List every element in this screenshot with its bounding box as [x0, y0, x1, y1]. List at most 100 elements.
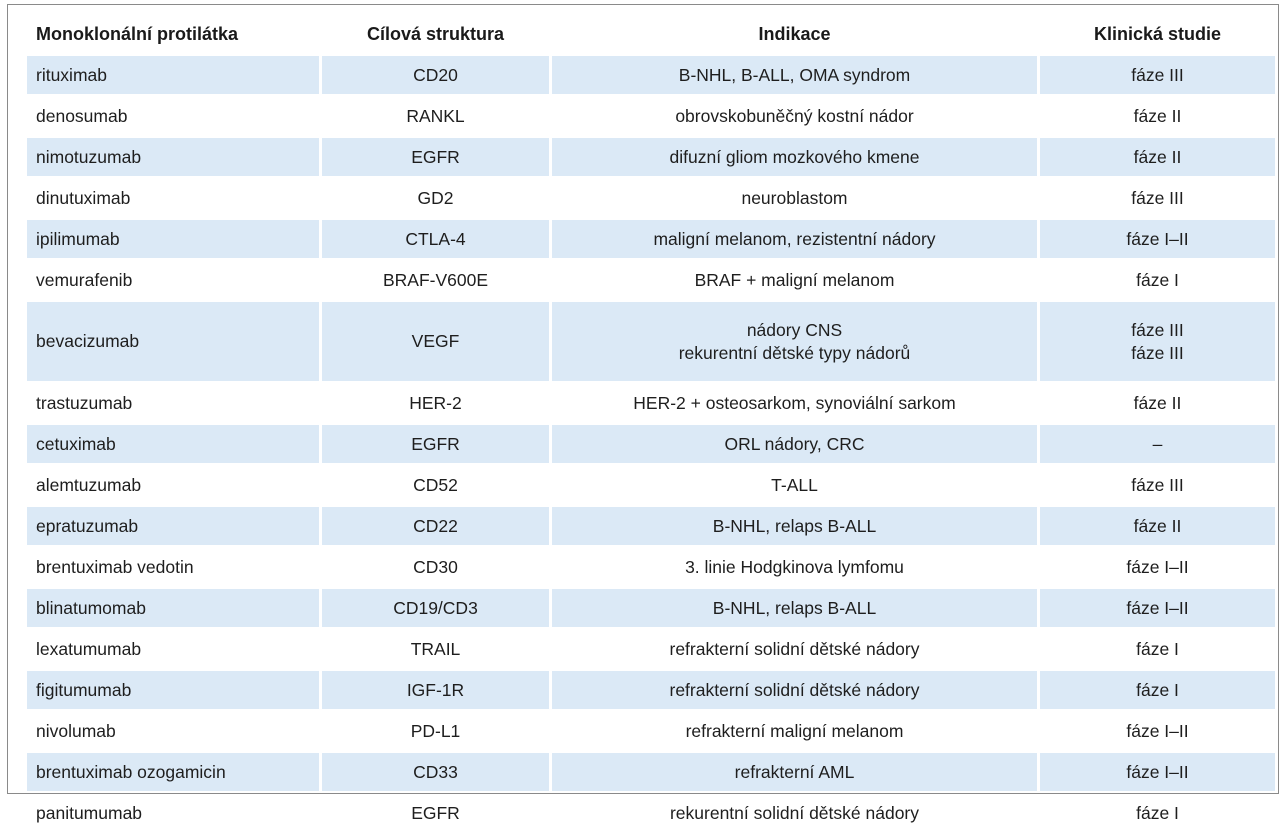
cell-target: CD30: [319, 548, 549, 586]
study-phase: fáze III: [1131, 187, 1184, 208]
cell-antibody: rituximab: [27, 56, 319, 94]
cell-indication: maligní melanom, rezistentní nádory: [549, 220, 1037, 258]
cell-target: GD2: [319, 179, 549, 217]
study-phase: fáze II: [1133, 105, 1182, 126]
target-structure: CD30: [413, 556, 458, 577]
antibody-name: alemtuzumab: [36, 474, 142, 495]
antibody-name: denosumab: [36, 105, 128, 126]
antibody-name: brentuximab vedotin: [36, 556, 194, 577]
target-structure: EGFR: [411, 433, 460, 454]
target-structure: CD20: [413, 64, 458, 85]
cell-study: fáze III: [1037, 56, 1275, 94]
cell-indication: BRAF + maligní melanom: [549, 261, 1037, 299]
indication-text: B-NHL, relaps B-ALL: [712, 597, 877, 618]
target-structure: VEGF: [411, 331, 460, 351]
antibody-name: dinutuximab: [36, 187, 131, 208]
cell-indication: HER-2 + osteosarkom, synoviální sarkom: [549, 384, 1037, 422]
cell-indication: nádory CNS rekurentní dětské typy nádorů: [549, 302, 1037, 381]
study-phase: fáze I–II: [1126, 597, 1189, 618]
indication-text: refrakterní maligní melanom: [685, 720, 904, 741]
cell-target: CD33: [319, 753, 549, 791]
antibody-name: nivolumab: [36, 720, 116, 741]
antibody-name: trastuzumab: [36, 392, 133, 413]
study-phase: fáze I–II: [1126, 556, 1189, 577]
cell-target: BRAF-V600E: [319, 261, 549, 299]
cell-indication: refrakterní maligní melanom: [549, 712, 1037, 750]
cell-antibody: alemtuzumab: [27, 466, 319, 504]
header-target: Cílová struktura: [319, 15, 549, 53]
indication-text: HER-2 + osteosarkom, synoviální sarkom: [633, 392, 956, 413]
table-frame: Monoklonální protilátka Cílová struktura…: [7, 4, 1279, 832]
antibody-name: panitumumab: [36, 802, 143, 823]
indication-text: B-NHL, B-ALL, OMA syndrom: [678, 64, 911, 85]
study-phase: fáze III: [1131, 342, 1184, 363]
cell-target: CD20: [319, 56, 549, 94]
indication-text: neuroblastom: [741, 187, 848, 208]
cell-antibody: nivolumab: [27, 712, 319, 750]
cell-indication: neuroblastom: [549, 179, 1037, 217]
antibody-name: blinatumomab: [36, 597, 146, 618]
antibody-name: lexatumumab: [36, 638, 142, 659]
cell-target: HER-2: [319, 384, 549, 422]
target-structure: GD2: [417, 187, 454, 208]
indication-text: rekurentní dětské typy nádorů: [678, 342, 911, 363]
cell-study: fáze I–II: [1037, 712, 1275, 750]
cell-study: fáze I: [1037, 630, 1275, 668]
indication-text: rekurentní solidní dětské nádory: [669, 802, 920, 823]
cell-antibody: blinatumomab: [27, 589, 319, 627]
cell-indication: B-NHL, B-ALL, OMA syndrom: [549, 56, 1037, 94]
indication-text: ORL nádory, CRC: [724, 433, 865, 454]
target-structure: EGFR: [411, 146, 460, 167]
study-phase: fáze II: [1133, 392, 1182, 413]
study-phase: fáze I–II: [1126, 761, 1189, 782]
study-phase: fáze III: [1131, 64, 1184, 85]
target-structure: BRAF-V600E: [382, 269, 489, 290]
header-study: Klinická studie: [1037, 15, 1275, 53]
indication-text: obrovskobuněčný kostní nádor: [675, 105, 914, 126]
cell-antibody: denosumab: [27, 97, 319, 135]
indication-text: refrakterní solidní dětské nádory: [669, 679, 920, 700]
cell-study: fáze II: [1037, 507, 1275, 545]
cell-antibody: brentuximab vedotin: [27, 548, 319, 586]
cell-target: VEGF: [319, 302, 549, 381]
target-structure: CD33: [413, 761, 458, 782]
antibody-name: rituximab: [36, 64, 107, 85]
cell-study: fáze I–II: [1037, 548, 1275, 586]
cell-study: fáze I: [1037, 261, 1275, 299]
indication-text: nádory CNS: [746, 319, 843, 340]
antibody-name: vemurafenib: [36, 269, 133, 290]
cell-study: fáze II: [1037, 384, 1275, 422]
cell-study: fáze II: [1037, 97, 1275, 135]
study-phase: fáze I: [1136, 269, 1179, 290]
cell-target: TRAIL: [319, 630, 549, 668]
target-structure: CD52: [413, 474, 458, 495]
cell-study: fáze I–II: [1037, 220, 1275, 258]
cell-indication: refrakterní AML: [549, 753, 1037, 791]
cell-target: EGFR: [319, 425, 549, 463]
target-structure: IGF-1R: [406, 679, 465, 700]
antibody-name: cetuximab: [36, 433, 116, 454]
study-phase: fáze II: [1133, 515, 1182, 536]
cell-target: CTLA-4: [319, 220, 549, 258]
cell-study: fáze I: [1037, 671, 1275, 709]
target-structure: RANKL: [406, 105, 465, 126]
indication-text: 3. linie Hodgkinova lymfomu: [685, 556, 904, 577]
cell-study: fáze III: [1037, 179, 1275, 217]
cell-indication: 3. linie Hodgkinova lymfomu: [549, 548, 1037, 586]
cell-antibody: brentuximab ozogamicin: [27, 753, 319, 791]
study-phase: –: [1152, 433, 1163, 454]
antibody-name: nimotuzumab: [36, 146, 142, 167]
cell-antibody: bevacizumab: [27, 302, 319, 381]
cell-target: CD52: [319, 466, 549, 504]
indication-text: maligní melanom, rezistentní nádory: [653, 228, 936, 249]
study-phase: fáze II: [1133, 146, 1182, 167]
cell-target: IGF-1R: [319, 671, 549, 709]
header-indication: Indikace: [549, 15, 1037, 53]
target-structure: TRAIL: [410, 638, 461, 659]
antibody-name: figitumumab: [36, 679, 132, 700]
cell-indication: ORL nádory, CRC: [549, 425, 1037, 463]
study-phase: fáze I–II: [1126, 228, 1189, 249]
cell-indication: B-NHL, relaps B-ALL: [549, 589, 1037, 627]
indication-text: refrakterní solidní dětské nádory: [669, 638, 920, 659]
cell-target: CD19/CD3: [319, 589, 549, 627]
